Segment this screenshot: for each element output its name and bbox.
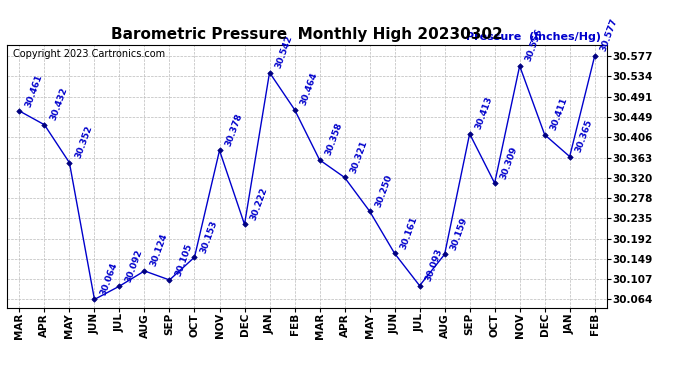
Text: 30.222: 30.222 [248,186,269,222]
Text: 30.092: 30.092 [124,248,144,284]
Text: 30.124: 30.124 [148,232,169,268]
Title: Barometric Pressure  Monthly High 20230302: Barometric Pressure Monthly High 2023030… [111,27,503,42]
Text: 30.064: 30.064 [99,261,119,297]
Text: 30.461: 30.461 [23,73,44,108]
Text: 30.432: 30.432 [48,86,69,122]
Text: 30.413: 30.413 [474,95,494,131]
Text: 30.365: 30.365 [574,118,594,154]
Text: 30.093: 30.093 [424,248,444,283]
Text: 30.577: 30.577 [599,17,619,53]
Text: Pressure  (Inches/Hg): Pressure (Inches/Hg) [466,32,601,42]
Text: 30.542: 30.542 [274,34,294,70]
Text: 30.352: 30.352 [74,124,94,160]
Text: 30.250: 30.250 [374,173,394,208]
Text: 30.153: 30.153 [199,219,219,254]
Text: 30.159: 30.159 [448,216,469,252]
Text: 30.161: 30.161 [399,215,419,250]
Text: 30.378: 30.378 [224,112,244,148]
Text: 30.358: 30.358 [324,122,344,157]
Text: 30.464: 30.464 [299,71,319,107]
Text: 30.411: 30.411 [549,96,569,132]
Text: 30.105: 30.105 [174,242,194,277]
Text: 30.556: 30.556 [524,28,544,63]
Text: 30.309: 30.309 [499,145,519,180]
Text: Copyright 2023 Cartronics.com: Copyright 2023 Cartronics.com [13,49,165,59]
Text: 30.321: 30.321 [348,139,369,175]
